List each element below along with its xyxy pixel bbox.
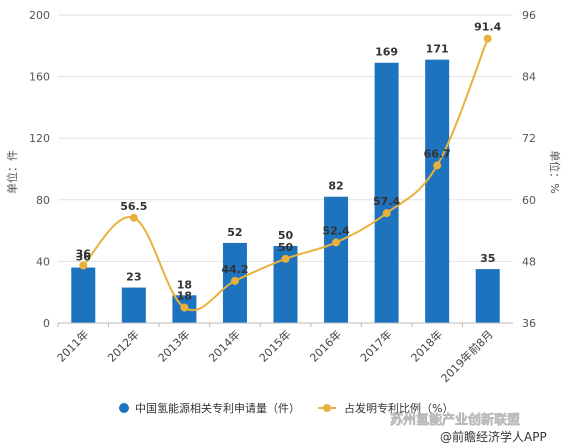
line-value-label: 52.4 [322,224,349,237]
x-tick-label: 2017年 [357,327,394,364]
left-y-tick-label: 80 [36,194,50,207]
left-y-tick-label: 120 [29,132,50,145]
line-value-label: 56.5 [120,200,147,213]
right-y-tick-label: 60 [522,194,536,207]
line-value-label: 91.4 [474,21,501,34]
right-y-tick-label: 72 [522,132,536,145]
line-value-label: 66.7 [424,147,451,160]
bar-value-label: 52 [227,226,242,239]
bar-value-label: 18 [177,278,192,291]
line-value-label: 44.2 [221,263,248,276]
line-point [129,213,138,222]
right-y-tick-label: 48 [522,255,536,268]
line-value-label: 50 [278,241,294,254]
line-point [433,161,442,170]
right-y-tick-label: 96 [522,9,536,22]
line-point [79,261,88,270]
bar-value-label: 169 [375,46,398,59]
line-value-label: 18 [177,290,192,303]
right-y-tick-label: 36 [522,317,536,330]
bar [374,62,399,324]
line-point [180,303,189,312]
x-tick-label: 2013年 [155,327,192,364]
line-series [79,34,492,312]
x-tick-label: 2016年 [307,327,344,364]
right-y-axis-ticks: 36 48 60 72 84 96 [522,9,536,330]
x-tick-label: 2019年前8月 [438,327,496,385]
left-y-tick-label: 0 [43,317,50,330]
bar [121,287,146,323]
watermark-app: @前瞻经济学人APP [440,429,547,444]
right-y-tick-label: 84 [522,71,536,84]
bar [324,196,349,323]
line-point [230,276,239,285]
bar [475,269,500,323]
bar-value-label: 171 [426,43,449,56]
line-point [483,34,492,43]
x-axis-ticks: 2011年 2012年 2013年 2014年 2015年 2016年 2017年 2018年… [54,323,496,385]
line-value-label: 57.4 [373,195,400,208]
left-y-tick-label: 200 [29,9,50,22]
legend-line-label: 占发明专利比例（%） [344,401,453,415]
x-tick-label: 2012年 [104,327,141,364]
bar-data-labels: 36 23 18 52 50 82 169 171 35 [76,43,496,292]
bar-value-label: 50 [278,229,294,242]
legend-bar-label: 中国氢能源相关专利申请量（件） [135,401,300,415]
bar-value-label: 36 [76,251,92,264]
x-tick-label: 2018年 [408,327,445,364]
x-tick-label: 2015年 [256,327,293,364]
left-y-tick-label: 40 [36,255,50,268]
line-data-labels: 36 56.5 18 44.2 50 52.4 57.4 66.7 91.4 [76,21,502,303]
left-y-axis-ticks: 0 40 80 120 160 200 [29,9,50,330]
bar-value-label: 23 [126,271,141,284]
watermark-alliance: 苏州氢能产业创新联盟 [390,412,520,428]
left-y-tick-label: 160 [29,71,50,84]
bar [71,267,96,323]
legend-line-dot [323,404,331,412]
line-value-label: 36 [76,248,92,261]
legend-bar-marker [119,403,129,413]
bar-value-label: 82 [328,180,343,193]
line-point [332,238,341,247]
x-tick-label: 2014年 [206,327,243,364]
right-y-axis-label: 单位：% [548,150,562,193]
line-point [281,254,290,263]
left-y-axis-label: 单位：件 [5,150,19,194]
line-point [382,209,391,218]
bar [425,59,450,323]
bar-value-label: 35 [480,252,495,265]
x-tick-label: 2011年 [54,327,91,364]
legend: 中国氢能源相关专利申请量（件） 占发明专利比例（%） [119,401,453,415]
